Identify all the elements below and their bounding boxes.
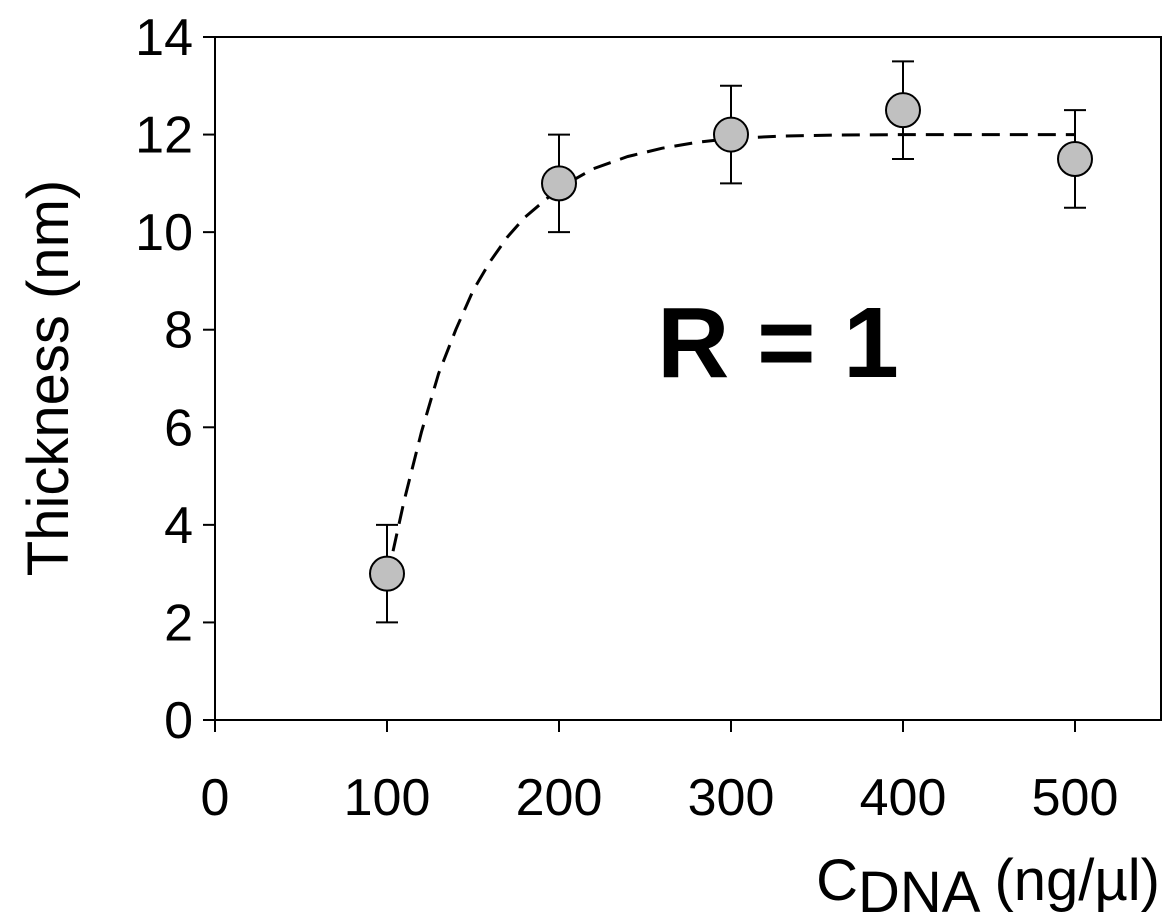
data-point	[713, 116, 749, 153]
y-tick-label: 0	[164, 692, 193, 750]
x-tick-label: 500	[1032, 769, 1119, 827]
x-tick-label: 200	[516, 769, 603, 827]
y-tick-label: 6	[164, 399, 193, 457]
y-tick-label: 10	[135, 204, 193, 262]
y-axis: 0 2 4 6 8 10 12 14	[135, 9, 215, 750]
y-tick-label: 8	[164, 302, 193, 360]
y-tick-label: 4	[164, 497, 193, 555]
data-point-group	[713, 84, 749, 185]
x-axis-label-subscript: DNA	[858, 860, 981, 919]
data-point	[885, 92, 921, 129]
y-tick-label: 14	[135, 9, 193, 67]
x-axis-label: CDNA (ng/µl)	[816, 848, 1160, 919]
x-tick-label: 400	[860, 769, 947, 827]
x-tick-label: 300	[688, 769, 775, 827]
data-point-group	[369, 523, 405, 624]
data-point	[369, 555, 405, 592]
x-tick-label: 100	[344, 769, 431, 827]
plot-frame	[214, 36, 1162, 721]
data-point-group	[541, 133, 577, 234]
y-tick-label: 2	[164, 594, 193, 652]
x-axis-label-unit: (ng/µl)	[994, 848, 1160, 913]
x-axis-label-main: C	[816, 848, 858, 913]
annotation-text: R = 1	[657, 287, 899, 399]
y-axis-label: Thickness (nm)	[16, 180, 81, 576]
x-tick-label: 0	[201, 769, 230, 827]
data-points	[369, 60, 1093, 624]
data-point	[1057, 140, 1093, 177]
data-point-group	[885, 60, 921, 160]
data-point-group	[1057, 109, 1093, 209]
data-point	[541, 165, 577, 202]
x-axis: 0 100 200 300 400 500	[201, 720, 1119, 827]
y-tick-label: 12	[135, 107, 193, 165]
